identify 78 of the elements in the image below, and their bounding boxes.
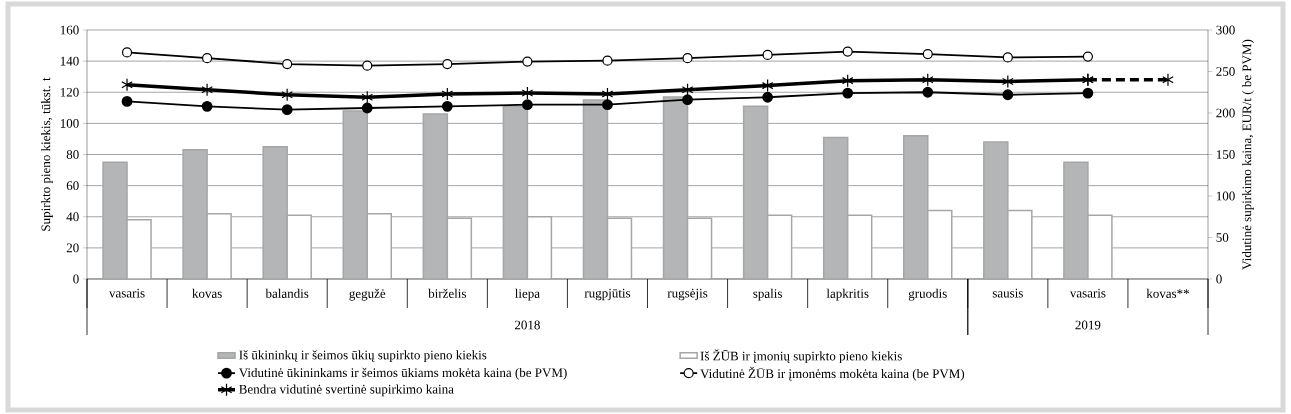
y2-tick-label: 300: [1216, 25, 1235, 35]
point: [121, 47, 133, 58]
point: [921, 73, 934, 87]
x-tick-label: lapkritis: [826, 288, 869, 301]
x-tick-label: gruodis: [908, 288, 947, 301]
point: [522, 99, 533, 111]
x-tick-label: spalis: [753, 288, 782, 301]
y-tick-label: 20: [66, 243, 79, 253]
point: [442, 58, 453, 70]
y-axis-title: Supirkto pieno kiekis, tūkst. t: [41, 77, 53, 231]
legend-label: Iš ūkininkų ir šeimos ūkių supirkto pieno kiekis: [239, 350, 487, 363]
point: [121, 95, 133, 107]
point: [1082, 87, 1094, 99]
y2-tick-label: 50: [1216, 233, 1229, 242]
point: [682, 94, 693, 106]
point: [842, 87, 854, 99]
point: [922, 48, 933, 60]
point: [361, 102, 373, 114]
x-tick-label: rugsėjis: [667, 288, 708, 301]
point: [682, 53, 693, 64]
x-tick-label: rugpjūtis: [584, 288, 631, 301]
point: [762, 91, 774, 103]
point: [1002, 89, 1014, 101]
point: [761, 79, 774, 93]
y-tick-label: 160: [60, 25, 79, 35]
legend-label: Vidutinė ūkininkams ir šeimos ūkiams mokėta kaina (be PVM): [238, 367, 567, 380]
x-tick-label: kovas: [192, 288, 222, 298]
x-tick-label: vasaris: [1069, 288, 1106, 298]
point: [521, 86, 534, 100]
point: [602, 99, 613, 111]
y2-tick-label: 250: [1216, 67, 1235, 76]
point: [922, 86, 934, 98]
point: [1162, 73, 1174, 87]
legend-label: Vidutinė ŽŪB ir įmonėms mokėta kaina (be PVM): [700, 366, 965, 381]
x-tick-label: vasaris: [108, 288, 145, 298]
y2-tick-label: 100: [1216, 191, 1235, 201]
point: [202, 53, 213, 64]
point: [281, 88, 293, 102]
x-tick-label: birželis: [428, 288, 466, 298]
point: [842, 46, 853, 57]
x-tick-label: kovas**: [1146, 288, 1190, 298]
y-tick-label: 60: [66, 181, 79, 191]
y2-axis-title: Vidutinė supirkimo kaina, EUR/t ( be PVM): [1242, 39, 1254, 270]
x-tick-label: sausis: [992, 288, 1023, 298]
point: [281, 104, 293, 116]
y-tick-label: 100: [60, 118, 79, 128]
point: [441, 87, 454, 101]
point: [201, 100, 213, 112]
y-tick-label: 120: [60, 87, 79, 97]
text: 2019: [1075, 320, 1101, 330]
point: [282, 58, 293, 70]
y-tick-label: 0: [73, 274, 79, 284]
y-tick-label: 80: [66, 150, 79, 159]
point: [1082, 51, 1093, 62]
point: [602, 55, 613, 66]
x-tick-label: liepa: [515, 288, 540, 301]
y2-tick-label: 0: [1216, 274, 1222, 284]
point: [361, 90, 374, 104]
legend-label: Iš ŽŪB ir įmonių supirkto pieno kiekis: [700, 349, 902, 364]
point: [201, 83, 213, 97]
y2-tick-label: 150: [1216, 150, 1235, 159]
point: [681, 83, 694, 97]
point: [441, 100, 453, 112]
y2-tick-label: 200: [1216, 108, 1235, 118]
point: [121, 78, 133, 92]
point: [601, 87, 614, 101]
point: [1002, 74, 1014, 89]
x-tick-label: balandis: [265, 288, 309, 298]
y-tick-label: 40: [66, 212, 79, 222]
point: [362, 60, 373, 71]
point: [841, 74, 854, 88]
legend-label: Bendra vidutinė svertinė supirkimo kaina: [239, 384, 454, 397]
point: [1002, 52, 1013, 63]
text: 2018: [514, 320, 540, 330]
point: [762, 49, 773, 60]
y-tick-label: 140: [60, 56, 79, 66]
point: [522, 56, 533, 67]
x-tick-label: gegužė: [349, 288, 386, 301]
